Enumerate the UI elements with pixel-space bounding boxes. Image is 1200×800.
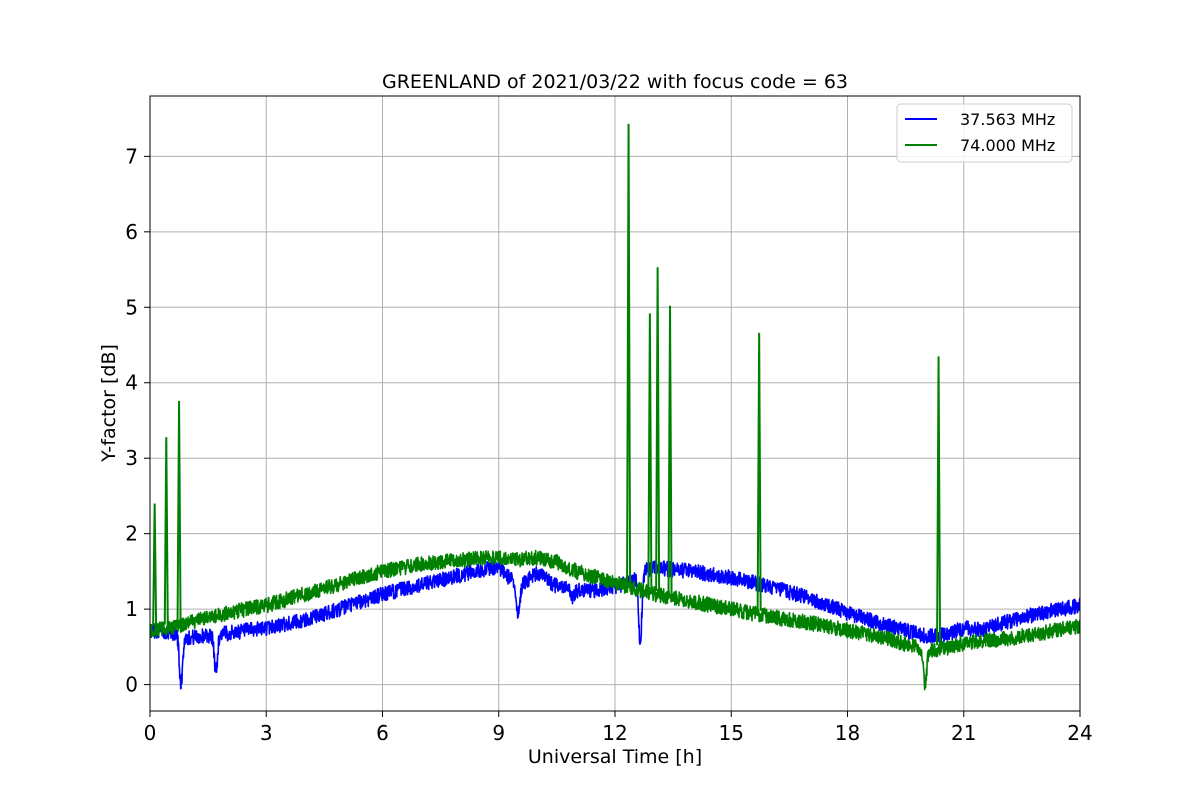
y-axis-label: Y-factor [dB] [98,344,120,463]
series-1-spike-8 [936,356,942,646]
series-1-spike-1 [163,437,169,625]
y-tick-label-5: 5 [125,295,138,319]
legend-box [896,103,1073,163]
legend: 37.563 MHz 74.000 MHz [896,103,1073,163]
x-tick-label-4: 12 [602,721,627,745]
x-tick-label-8: 24 [1067,721,1092,745]
y-tick-label-6: 6 [125,220,138,244]
x-axis-label: Universal Time [h] [528,746,702,768]
y-tick-label-4: 4 [125,371,138,395]
x-tick-label-3: 9 [492,721,505,745]
series-1-spike-0 [152,503,158,626]
x-tick-label-1: 3 [260,721,273,745]
series-line-1 [150,549,1080,691]
x-tick-label-0: 0 [144,721,157,745]
y-tick-label-1: 1 [125,597,138,621]
series-line-0 [150,560,1080,690]
legend-label-0: 37.563 MHz [960,110,1055,129]
y-axis: 0 1 2 3 4 5 6 7 [125,144,150,697]
y-tick-label-0: 0 [125,673,138,697]
y-tick-label-3: 3 [125,446,138,470]
x-axis: 0 3 6 9 12 15 18 21 24 [144,711,1093,745]
series-1-spike-3 [626,123,632,583]
legend-label-1: 74.000 MHz [960,136,1055,155]
series-1-spike-4 [647,313,653,590]
x-tick-label-7: 21 [951,721,976,745]
series-1-spike-2 [176,400,182,622]
y-tick-label-2: 2 [125,522,138,546]
chart-title: GREENLAND of 2021/03/22 with focus code … [382,71,848,93]
x-tick-label-6: 18 [835,721,860,745]
series-1-spike-6 [667,305,673,594]
series-1-spike-5 [655,267,661,592]
x-tick-label-2: 6 [376,721,389,745]
y-tick-label-7: 7 [125,144,138,168]
series-layer [150,123,1080,691]
x-tick-label-5: 15 [719,721,744,745]
series-1-spike-7 [756,332,762,611]
